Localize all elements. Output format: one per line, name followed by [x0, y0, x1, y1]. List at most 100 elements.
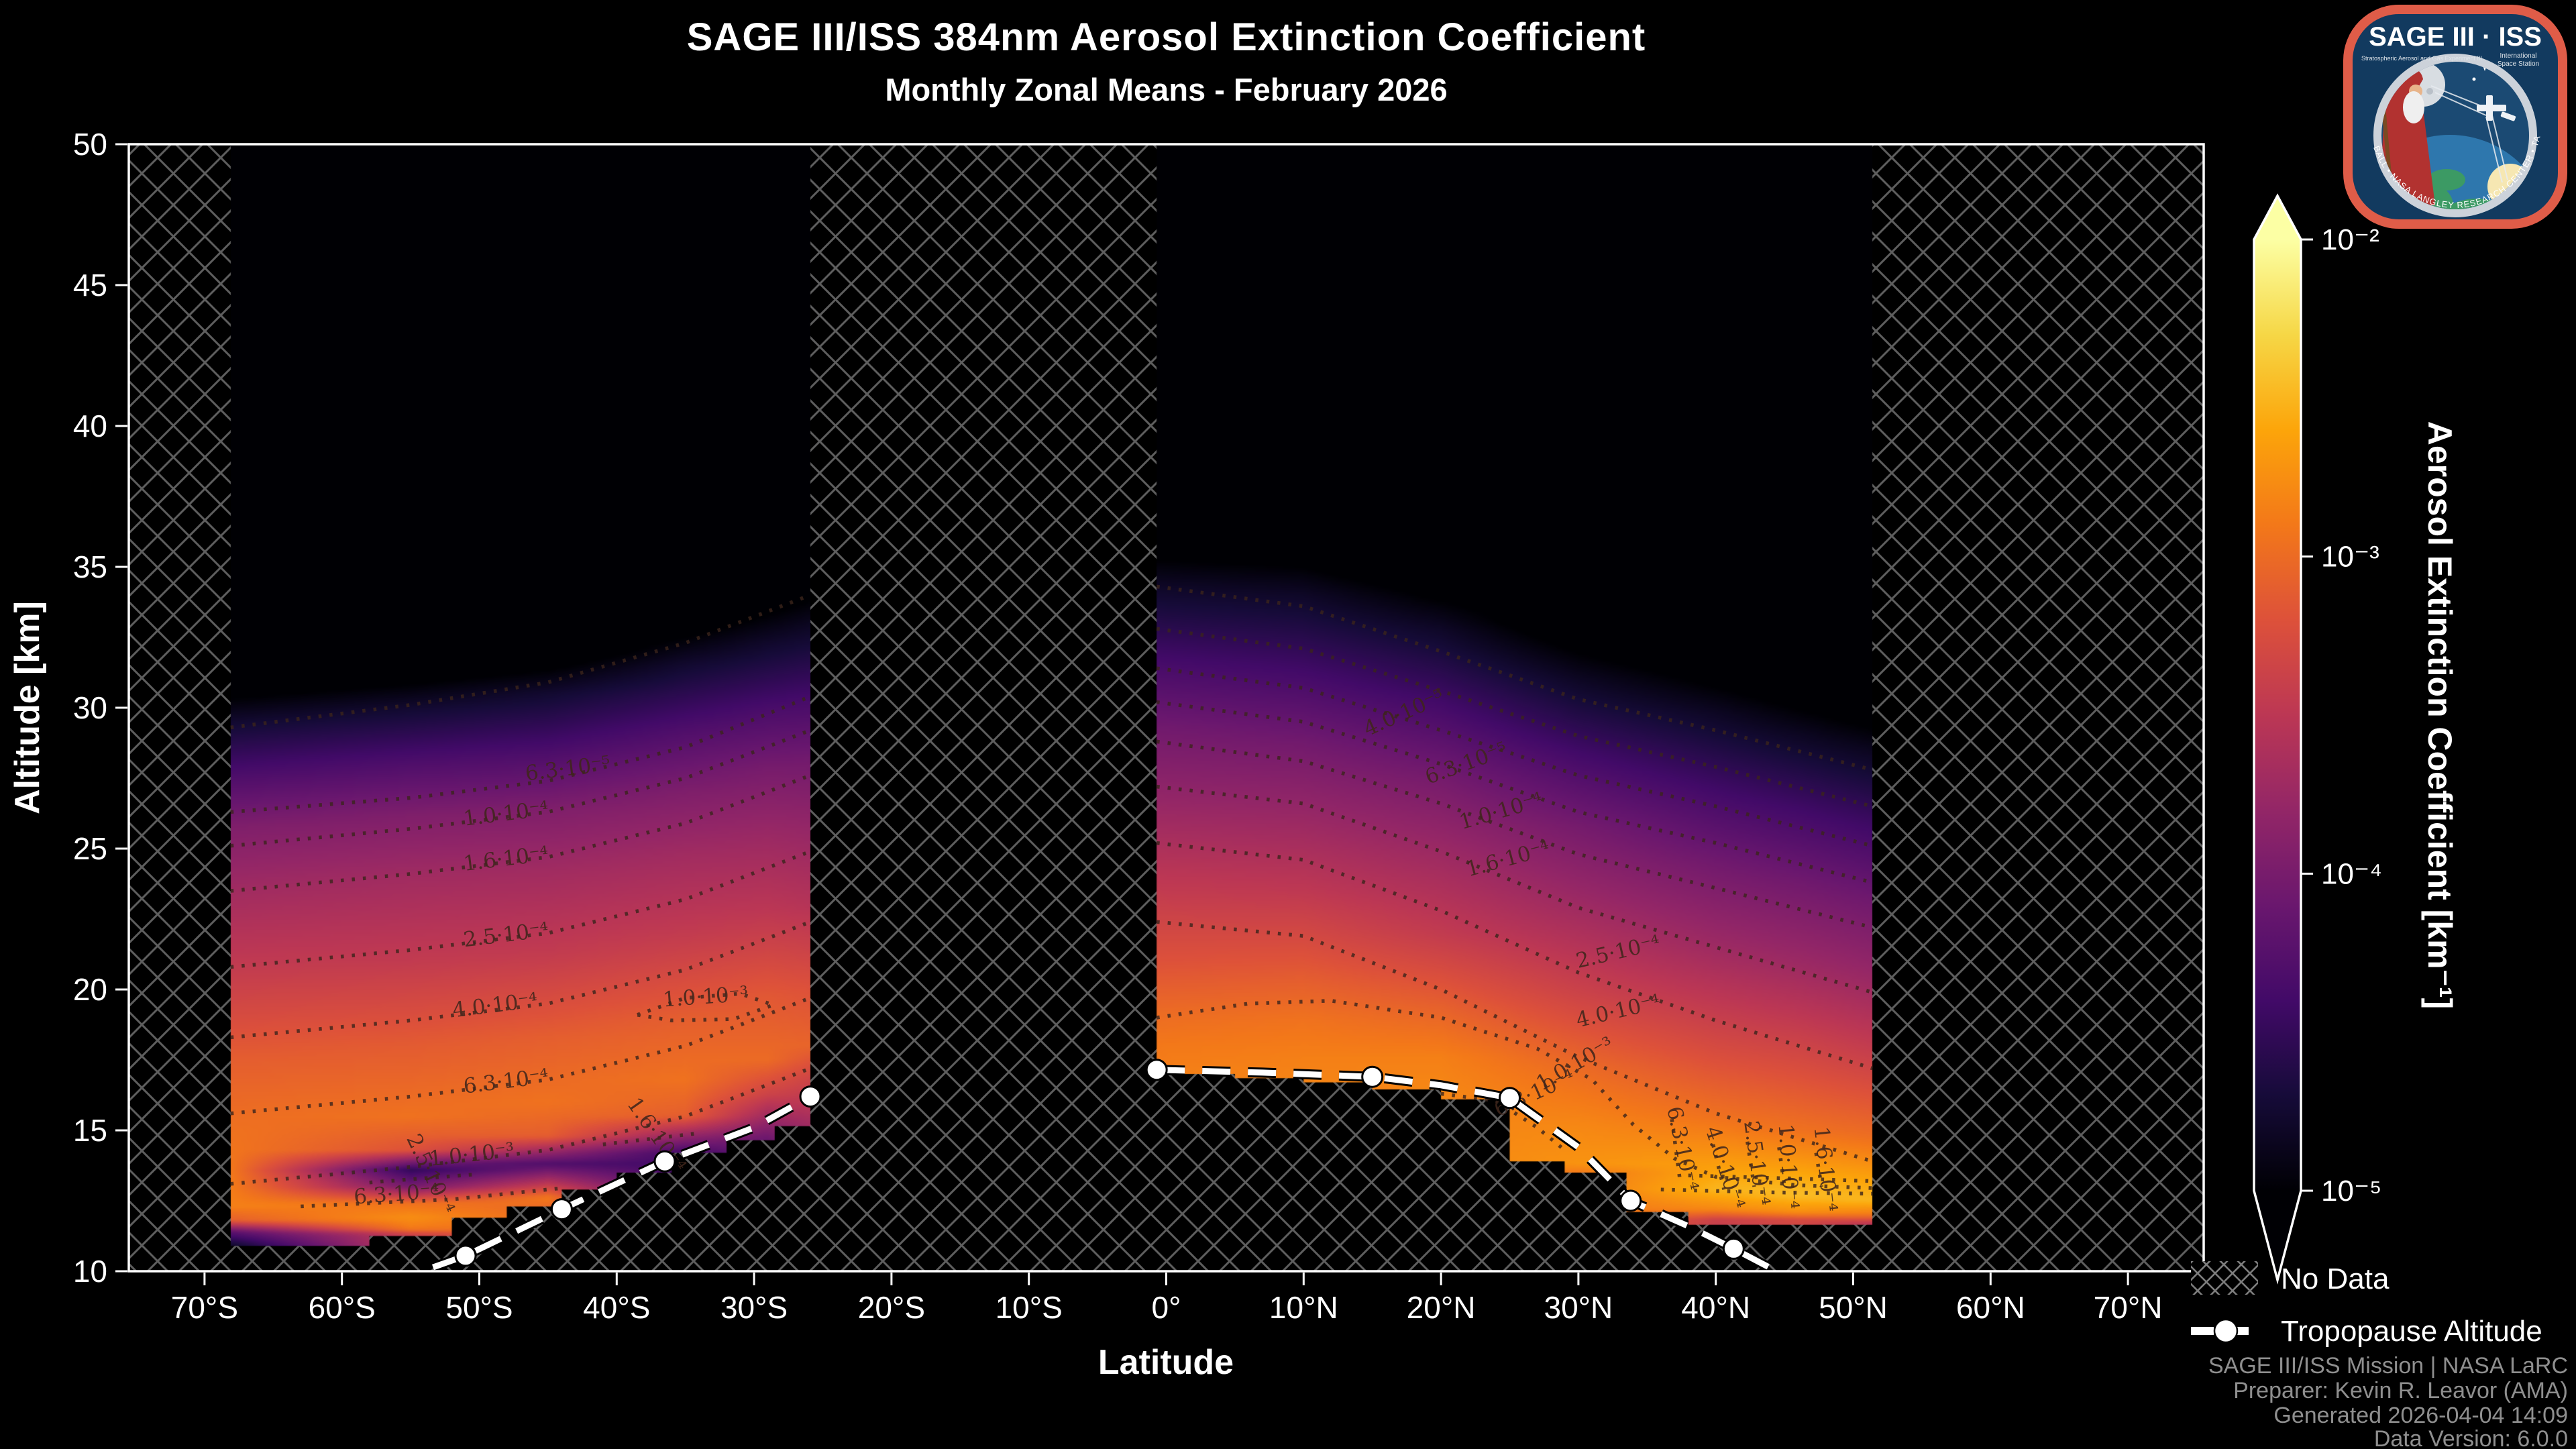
- x-axis-ticks: 70°S 60°S 50°S 40°S 30°S 20°S 10°S 0° 10°N 20°N 30…: [171, 1273, 2163, 1325]
- colorbar-tick-label: 10⁻⁵: [2321, 1175, 2381, 1208]
- contour-line: [230, 773, 812, 893]
- tropopause-line: [407, 1059, 1788, 1271]
- contour-layer: 6.3·10⁻⁵1.0·10⁻⁴1.6·10⁻⁴2.5·10⁻⁴4.0·10⁻⁴…: [230, 584, 1874, 1218]
- colorbar-arrow-bottom: [2254, 1191, 2301, 1280]
- footer-line-version: Data Version: 6.0.0: [2374, 1426, 2568, 1449]
- tropopause-marker: [1619, 1189, 1642, 1212]
- x-tick-label: 60°S: [309, 1290, 376, 1325]
- x-axis-label: Latitude: [1098, 1343, 1234, 1382]
- x-tick-label: 30°S: [720, 1290, 788, 1325]
- contour-label: 6.3·10⁻⁵: [1422, 737, 1511, 789]
- colorbar: 10⁻² 10⁻³ 10⁻⁴ 10⁻⁵ Aerosol Extinction Coef…: [2253, 193, 2459, 1285]
- contour-line: [1746, 1141, 1756, 1187]
- legend: No Data Tropopause Altitude: [2191, 1261, 2542, 1348]
- colorbar-tick-label: 10⁻²: [2321, 223, 2379, 256]
- x-tick-label: 50°N: [1819, 1290, 1888, 1325]
- legend-no-data-label: No Data: [2281, 1263, 2390, 1295]
- x-tick-label: 60°N: [1956, 1290, 2025, 1325]
- logo-iss-icon: [2477, 95, 2516, 121]
- x-tick-label: 10°N: [1269, 1290, 1338, 1325]
- y-tick-label: 20: [73, 972, 107, 1007]
- x-tick-label: 30°N: [1544, 1290, 1613, 1325]
- tropopause-marker: [1722, 1237, 1745, 1260]
- legend-tropopause-swatch: [2191, 1318, 2258, 1344]
- x-tick-label: 20°S: [858, 1290, 925, 1325]
- x-tick-label: 40°N: [1681, 1290, 1750, 1325]
- tropopause-marker: [1499, 1087, 1521, 1110]
- logo-subtitle-right1: International: [2500, 52, 2536, 60]
- footer-line-preparer: Preparer: Kevin R. Leavor (AMA): [2233, 1378, 2568, 1403]
- x-tick-label: 70°S: [171, 1290, 238, 1325]
- x-tick-label: 10°S: [996, 1290, 1063, 1325]
- colorbar-label: Aerosol Extinction Coefficient [km⁻¹]: [2421, 421, 2459, 1009]
- tropopause-marker: [1361, 1065, 1384, 1088]
- contour-label: 2.5·10⁻⁴: [462, 918, 550, 952]
- contour-line: [1156, 920, 1874, 1163]
- contour-line: [230, 996, 812, 1116]
- tropopause-marker: [550, 1198, 573, 1221]
- y-axis-label: Altitude [km]: [8, 601, 47, 814]
- mission-logo: SAGE III · ISS Stratospheric Aerosol and…: [2343, 4, 2567, 229]
- logo-subtitle-right2: Space Station: [2498, 60, 2539, 68]
- contour-label: 1.6·10⁻⁴: [1809, 1126, 1842, 1213]
- contour-label: 1.0·10⁻³: [428, 1138, 515, 1171]
- contour-label: 6.3·10⁻⁴: [462, 1064, 550, 1098]
- contour-line: [637, 991, 780, 1022]
- contour-line: [230, 694, 812, 814]
- contour-line: [1156, 784, 1873, 994]
- contour-label: 1.6·10⁻⁴: [1464, 837, 1552, 882]
- contour-line: [1156, 841, 1874, 1071]
- contour-label: 4.0·10⁻⁴: [451, 988, 539, 1022]
- logo-title: SAGE III · ISS: [2369, 22, 2542, 52]
- contour-label: 6.3·10⁻⁴: [1662, 1104, 1703, 1193]
- contour-line: [230, 593, 812, 730]
- contour-line: [1156, 700, 1873, 885]
- contour-line: [1440, 1091, 1566, 1152]
- legend-tropopause-label: Tropopause Altitude: [2281, 1315, 2542, 1348]
- contour-label: 1.0·10⁻³: [662, 982, 749, 1012]
- contour-label: 1.0·10⁻⁴: [1774, 1123, 1804, 1210]
- legend-no-data-swatch: [2191, 1261, 2258, 1295]
- contour-label: 6.3·10⁻⁵: [524, 751, 612, 786]
- contour-line: [1156, 666, 1873, 848]
- contour-label: 4.0·10⁻⁵: [1360, 684, 1448, 741]
- contour-line: [230, 729, 812, 848]
- contour-line: [1156, 627, 1873, 808]
- y-tick-label: 30: [73, 690, 107, 725]
- tropopause-path: [413, 1093, 812, 1271]
- contour-line: [1711, 1144, 1726, 1190]
- contour-label: 6.3·10⁻⁴: [353, 1179, 440, 1210]
- y-tick-label: 15: [73, 1113, 107, 1148]
- colorbar-gradient: [2254, 239, 2301, 1191]
- footer-line-generated: Generated 2026-04-04 14:09: [2273, 1403, 2568, 1428]
- colorbar-arrow-top: [2254, 196, 2301, 239]
- y-tick-label: 40: [73, 409, 107, 443]
- x-tick-label: 70°N: [2094, 1290, 2163, 1325]
- tropopause-marker: [454, 1244, 477, 1267]
- colorbar-ticks: 10⁻² 10⁻³ 10⁻⁴ 10⁻⁵: [2301, 223, 2382, 1208]
- y-axis-ticks: 10 15 20 25 30 35 40 45 50: [73, 127, 127, 1289]
- x-tick-label: 40°S: [583, 1290, 650, 1325]
- contour-line: [1156, 584, 1873, 772]
- tropopause-marker: [799, 1085, 822, 1108]
- colorbar-tick-label: 10⁻³: [2321, 541, 2379, 574]
- contour-line: [1156, 739, 1873, 930]
- x-tick-label: 50°S: [445, 1290, 513, 1325]
- footer-line-mission: SAGE III/ISS Mission | NASA LaRC: [2208, 1353, 2568, 1379]
- y-tick-label: 45: [73, 268, 107, 303]
- footer-attribution: SAGE III/ISS Mission | NASA LaRC Prepare…: [2208, 1353, 2568, 1449]
- contour-line: [1660, 1187, 1873, 1196]
- tropopause-path: [1157, 1067, 1784, 1271]
- y-tick-label: 25: [73, 831, 107, 866]
- tropopause-marker: [1145, 1059, 1168, 1081]
- contour-label: 1.0·10⁻⁴: [462, 796, 550, 830]
- colorbar-tick-label: 10⁻⁴: [2321, 857, 2382, 890]
- y-tick-label: 50: [73, 127, 107, 162]
- contour-label: 2.5·10⁻⁴: [1574, 930, 1662, 973]
- y-tick-label: 10: [73, 1254, 107, 1289]
- logo-moon-crater2-icon: [2426, 88, 2433, 95]
- x-tick-label: 20°N: [1407, 1290, 1476, 1325]
